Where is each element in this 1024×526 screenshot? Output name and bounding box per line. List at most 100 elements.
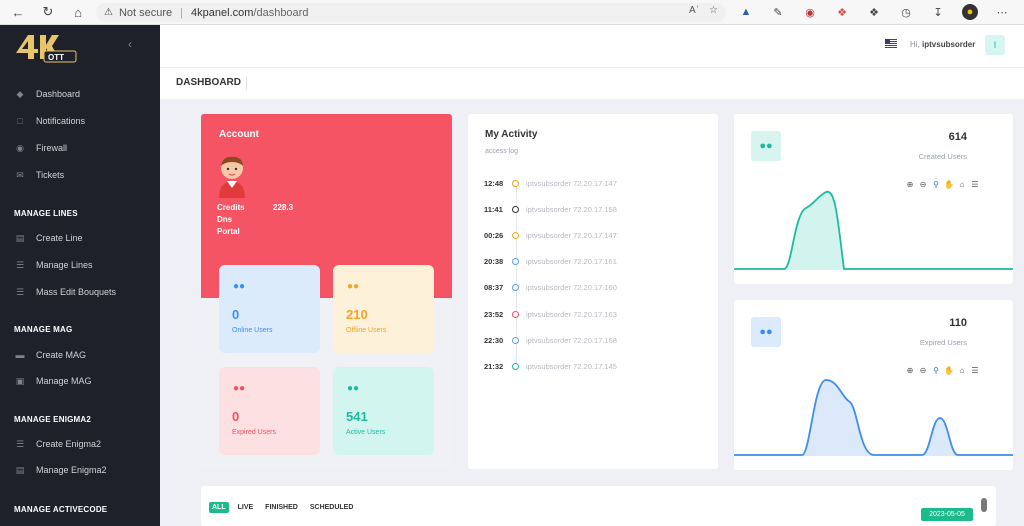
scrollbar-thumb[interactable]: [981, 498, 987, 512]
stat-active-users[interactable]: ●● 541 Active Users: [333, 367, 434, 455]
sidebar-item-mass-edit-bouquets[interactable]: ☰ Mass Edit Bouquets: [15, 286, 117, 298]
credits-label: Credits: [217, 203, 245, 212]
home-icon[interactable]: ⌂: [74, 4, 82, 20]
tab-live[interactable]: LIVE: [237, 504, 254, 511]
sidebar-item-manage-lines[interactable]: ☰ Manage Lines: [15, 259, 93, 271]
reset-home-icon[interactable]: ⌂: [959, 366, 965, 375]
events-panel: ALL LIVE FINISHED SCHEDULED 2023-05-05: [201, 486, 996, 526]
chart-toolbar: ⊕ ⊖ ⚲ ✋ ⌂ ☰: [904, 366, 981, 375]
back-icon[interactable]: ←: [11, 4, 25, 20]
activity-row: 21:32 iptvsubsorder 72.20.17.145: [484, 361, 617, 371]
zoom-out-icon[interactable]: ⊖: [919, 180, 927, 189]
zoom-select-icon[interactable]: ⚲: [933, 366, 939, 375]
chart-menu-icon[interactable]: ☰: [971, 180, 979, 189]
list-icon: ☰: [15, 286, 25, 297]
top-header: Hi, iptvsubsorder I: [160, 25, 1024, 67]
expired-users-line: [734, 379, 1013, 456]
users-icon: ●●: [233, 281, 246, 292]
activity-title: My Activity: [485, 129, 538, 140]
sidebar-item-create-line[interactable]: ▤ Create Line: [15, 232, 83, 244]
pan-icon[interactable]: ✋: [944, 180, 954, 189]
users-icon: ●●: [233, 383, 246, 394]
account-title: Account: [219, 129, 259, 140]
users-icon: ●●: [347, 281, 360, 292]
puzzle-red-icon[interactable]: ❖: [837, 6, 847, 19]
zoom-in-icon[interactable]: ⊕: [906, 180, 914, 189]
reload-icon[interactable]: ↻: [42, 4, 54, 19]
stat-label: Expired Users: [232, 429, 276, 436]
warning-icon: ⚠: [104, 7, 113, 18]
sidebar-item-manage-enigma2[interactable]: ▤ Manage Enigma2: [15, 464, 107, 476]
expired-users-chart: [734, 379, 1013, 456]
shield-extension-icon[interactable]: ◉: [805, 6, 815, 19]
sidebar: OTT ‹ ◆ Dashboard □ Notifications ◉ Fire…: [0, 25, 160, 526]
stat-expired-users[interactable]: ●● 0 Expired Users: [219, 367, 320, 455]
sidebar-item-create-enigma2[interactable]: ☰ Create Enigma2: [15, 438, 102, 450]
zoom-out-icon[interactable]: ⊖: [919, 366, 927, 375]
expired-users-card: ●● 110 Expired Users ⊕ ⊖ ⚲ ✋ ⌂ ☰: [734, 300, 1013, 470]
timeline-dot: [512, 362, 519, 370]
profile-icon[interactable]: ●: [962, 4, 978, 20]
read-aloud-icon[interactable]: Aʾ: [689, 5, 700, 16]
monitor-icon: ▤: [15, 464, 25, 475]
sidebar-item-notifications[interactable]: □ Notifications: [14, 116, 85, 126]
users-icon: ●●: [751, 131, 781, 161]
sidebar-item-firewall[interactable]: ◉ Firewall: [14, 143, 67, 154]
chart-menu-icon[interactable]: ☰: [971, 366, 979, 375]
created-users-area: [734, 191, 1013, 270]
created-users-value: 614: [948, 131, 967, 143]
puzzle-icon[interactable]: ❖: [869, 6, 879, 19]
stat-value: 210: [346, 307, 368, 322]
avatar[interactable]: I: [985, 35, 1005, 55]
sidebar-item-create-mag[interactable]: ▬ Create MAG: [15, 350, 87, 360]
sidebar-item-manage-mag[interactable]: ▣ Manage MAG: [15, 375, 92, 387]
users-icon: ●●: [347, 383, 360, 394]
stat-online-users[interactable]: ●● 0 Online Users: [219, 265, 320, 353]
download-icon[interactable]: ↧: [933, 6, 943, 19]
logo: OTT: [16, 35, 77, 63]
tab-scheduled[interactable]: SCHEDULED: [309, 504, 354, 511]
dns-label: Dns: [217, 215, 233, 224]
sidebar-item-tickets[interactable]: ✉ Tickets: [14, 170, 64, 181]
activity-row: 12:48 iptvsubsorder 72.20.17.147: [484, 178, 617, 188]
not-secure-label: Not secure: [118, 6, 173, 19]
stat-label: Online Users: [232, 327, 273, 334]
timeline-dot: [512, 310, 519, 318]
favorite-icon[interactable]: ☆: [709, 5, 718, 16]
created-users-line: [734, 191, 1013, 270]
account-panel: Account Credits 228.3 Dns Portal ●● 0 On…: [201, 114, 452, 469]
address-bar[interactable]: ⚠ Not secure | 4kpanel.com/dashboard Aʾ …: [96, 3, 726, 22]
timeline-dot: [512, 205, 519, 213]
timeline-dot: [512, 283, 519, 291]
pan-icon[interactable]: ✋: [944, 366, 954, 375]
stat-value: 541: [346, 409, 368, 424]
portal-label: Portal: [217, 227, 240, 236]
reset-home-icon[interactable]: ⌂: [959, 180, 965, 189]
list-icon: ☰: [15, 438, 25, 449]
history-icon[interactable]: ◷: [901, 6, 911, 19]
extension-icon[interactable]: ▲: [740, 6, 752, 18]
sidebar-item-dashboard[interactable]: ◆ Dashboard: [14, 89, 81, 100]
section-heading-mag: MANAGE MAG: [14, 325, 73, 334]
tab-all[interactable]: ALL: [209, 502, 229, 513]
section-heading-enigma2: MANAGE ENIGMA2: [14, 415, 92, 424]
briefcase-icon: ▣: [15, 375, 25, 386]
zoom-in-icon[interactable]: ⊕: [906, 366, 914, 375]
pen-icon[interactable]: ✎: [773, 6, 783, 19]
created-users-label: Created Users: [918, 152, 967, 161]
tab-finished[interactable]: FINISHED: [265, 504, 298, 511]
menu-dots-icon[interactable]: ⋯: [996, 6, 1008, 19]
svg-text:OTT: OTT: [48, 53, 64, 62]
scrollbar[interactable]: [980, 492, 988, 526]
timeline-dot: [512, 179, 519, 187]
collapse-sidebar-icon[interactable]: ‹: [128, 37, 132, 51]
event-tabs: ALL LIVE FINISHED SCHEDULED: [209, 502, 356, 513]
page-header: DASHBOARD: [160, 67, 1024, 99]
stat-offline-users[interactable]: ●● 210 Offline Users: [333, 265, 434, 353]
expired-users-label: Expired Users: [919, 338, 967, 347]
us-flag-icon[interactable]: [885, 39, 897, 48]
user-greeting[interactable]: Hi, iptvsubsorder: [910, 40, 976, 49]
timeline-dot: [512, 257, 519, 265]
zoom-select-icon[interactable]: ⚲: [933, 180, 939, 189]
activity-row: 00:26 iptvsubsorder 72.20.17.147: [484, 230, 617, 240]
